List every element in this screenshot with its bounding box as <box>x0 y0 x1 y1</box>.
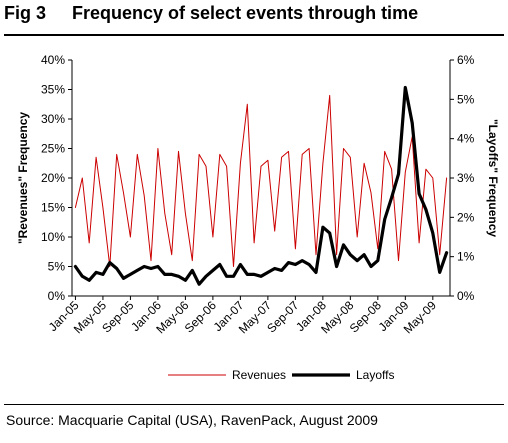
figure-title: Frequency of select events through time <box>72 3 419 23</box>
right-axis-ticks: 0% 1% 2% 3% 4% 5% 6% <box>450 53 475 303</box>
left-tick-label: 20% <box>41 171 65 185</box>
legend-label-revenues: Revenues <box>232 368 286 382</box>
x-tick-label: Sep-06 <box>182 298 219 335</box>
x-tick-label: Sep-07 <box>264 298 301 335</box>
right-axis-title: "Layoffs" Frequency <box>486 119 500 237</box>
left-tick-label: 10% <box>41 230 65 244</box>
right-tick-label: 1% <box>457 250 475 264</box>
right-tick-label: 5% <box>457 92 475 106</box>
left-tick-label: 25% <box>41 142 65 156</box>
right-tick-label: 4% <box>457 132 475 146</box>
right-tick-label: 2% <box>457 210 475 224</box>
right-tick-label: 0% <box>457 289 475 303</box>
legend: Revenues Layoffs <box>168 368 394 382</box>
series-layer <box>73 85 449 286</box>
left-tick-label: 5% <box>48 260 66 274</box>
right-tick-label: 3% <box>457 171 475 185</box>
left-tick-label: 0% <box>48 289 66 303</box>
x-tick-label: Sep-08 <box>347 298 384 335</box>
series-line-layoffs <box>73 85 449 286</box>
x-axis-ticks: Jan-05May-05Sep-05Jan-06May-06Sep-06Jan-… <box>46 296 439 336</box>
footer-rule <box>4 404 504 405</box>
left-tick-label: 40% <box>41 53 65 67</box>
x-tick-label: Sep-05 <box>99 298 136 335</box>
source-note: Source: Macquarie Capital (USA), RavenPa… <box>6 412 378 428</box>
figure-number: Fig 3 <box>4 3 47 23</box>
series-line-revenues <box>74 94 448 267</box>
right-tick-label: 6% <box>457 53 475 67</box>
left-tick-label: 30% <box>41 112 65 126</box>
left-axis-title: "Revenues" Frequency <box>16 112 30 244</box>
header-rule <box>4 34 504 36</box>
left-tick-label: 35% <box>41 83 65 97</box>
left-axis-ticks: 0% 5% 10% 15% 20% 25% 30% 35% 40% <box>41 53 72 303</box>
legend-label-layoffs: Layoffs <box>356 368 394 382</box>
left-tick-label: 15% <box>41 201 65 215</box>
